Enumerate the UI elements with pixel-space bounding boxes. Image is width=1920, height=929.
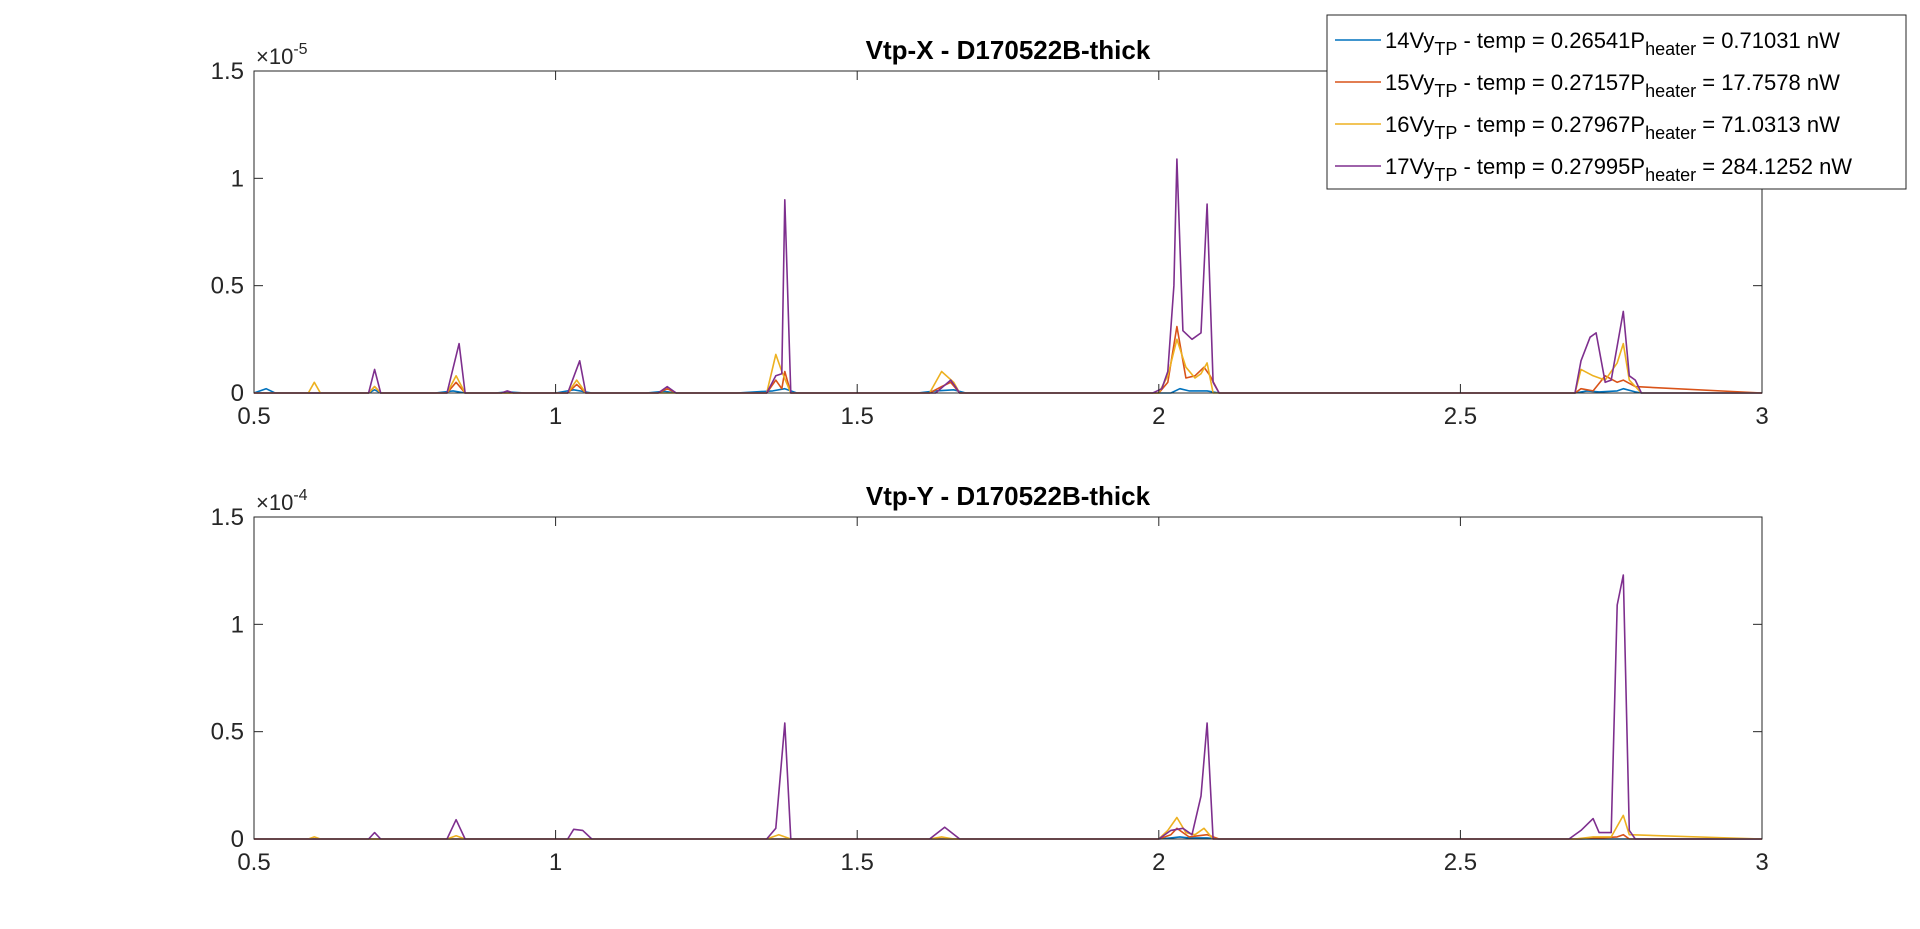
plot-area [253, 158, 1763, 394]
legend-entry: 16VyTP - temp = 0.27967Pheater = 71.0313… [1385, 112, 1840, 143]
y-tick-label: 1.5 [211, 504, 244, 531]
y-exponent-label: ×10-4 [256, 487, 308, 515]
axes-frame [253, 516, 1763, 840]
x-tick-label: 3 [1755, 403, 1768, 430]
y-tick-label: 0 [231, 380, 244, 407]
chart-title: Vtp-X - D170522B-thick [866, 35, 1151, 65]
y-tick-label: 0.5 [211, 273, 244, 300]
x-tick-label: 2 [1152, 849, 1165, 876]
x-tick-label: 1 [549, 849, 562, 876]
series-line [254, 814, 1763, 840]
x-tick-label: 1 [549, 403, 562, 430]
chart-title: Vtp-Y - D170522B-thick [866, 481, 1151, 511]
series-line [254, 158, 1762, 394]
series-line [254, 338, 1762, 394]
legend: 14VyTP - temp = 0.26541Pheater = 0.71031… [1326, 14, 1907, 190]
x-tick-label: 0.5 [237, 849, 270, 876]
plot-area [254, 574, 1763, 840]
y-tick-label: 1 [231, 165, 244, 192]
x-tick-label: 2 [1152, 403, 1165, 430]
x-tick-label: 1.5 [841, 403, 874, 430]
axis-ticks: 0.5 1 1.5 2 2.5 300.511.5 [211, 504, 1769, 876]
y-tick-label: 1 [231, 611, 244, 638]
x-tick-label: 2.5 [1444, 403, 1477, 430]
y-exponent-label: ×10-5 [256, 41, 308, 69]
x-tick-label: 2.5 [1444, 849, 1477, 876]
legend-entry: 14VyTP - temp = 0.26541Pheater = 0.71031… [1385, 28, 1840, 59]
legend-entry: 17VyTP - temp = 0.27995Pheater = 284.125… [1385, 154, 1852, 185]
series-line [254, 325, 1763, 394]
legend-box [1326, 14, 1907, 190]
y-tick-label: 0.5 [211, 719, 244, 746]
axes-frame [253, 70, 1763, 394]
y-tick-label: 0 [231, 826, 244, 853]
x-tick-label: 3 [1755, 849, 1768, 876]
x-tick-label: 0.5 [237, 403, 270, 430]
series-line [254, 827, 1762, 840]
subplot-vtp-y: Vtp-Y - D170522B-thick ×10-4 0.5 1 1.5 2 2.5… [211, 481, 1769, 876]
series-line [254, 574, 1762, 840]
subplot-vtp-x: Vtp-X - D170522B-thick ×10-5 0.5 1 1.5 2 2.5… [211, 35, 1769, 430]
x-tick-label: 1.5 [841, 849, 874, 876]
legend-entry: 15VyTP - temp = 0.27157Pheater = 17.7578… [1385, 70, 1840, 101]
y-tick-label: 1.5 [211, 58, 244, 85]
